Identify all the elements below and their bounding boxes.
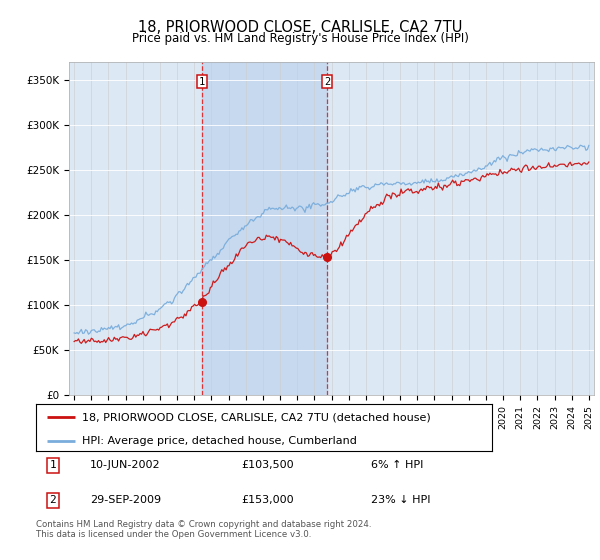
Text: 10-JUN-2002: 10-JUN-2002 bbox=[90, 460, 161, 470]
Text: HPI: Average price, detached house, Cumberland: HPI: Average price, detached house, Cumb… bbox=[82, 436, 356, 446]
Text: Price paid vs. HM Land Registry's House Price Index (HPI): Price paid vs. HM Land Registry's House … bbox=[131, 32, 469, 45]
Text: 1: 1 bbox=[199, 77, 205, 87]
Text: £153,000: £153,000 bbox=[241, 495, 294, 505]
Bar bbox=[202, 62, 327, 395]
Text: 29-SEP-2009: 29-SEP-2009 bbox=[90, 495, 161, 505]
Text: £103,500: £103,500 bbox=[241, 460, 294, 470]
Text: 18, PRIORWOOD CLOSE, CARLISLE, CA2 7TU: 18, PRIORWOOD CLOSE, CARLISLE, CA2 7TU bbox=[138, 20, 462, 35]
Text: 1: 1 bbox=[49, 460, 56, 470]
Text: 2: 2 bbox=[324, 77, 330, 87]
Text: 18, PRIORWOOD CLOSE, CARLISLE, CA2 7TU (detached house): 18, PRIORWOOD CLOSE, CARLISLE, CA2 7TU (… bbox=[82, 412, 430, 422]
Text: 23% ↓ HPI: 23% ↓ HPI bbox=[371, 495, 430, 505]
Text: 2: 2 bbox=[49, 495, 56, 505]
Text: 6% ↑ HPI: 6% ↑ HPI bbox=[371, 460, 423, 470]
Text: Contains HM Land Registry data © Crown copyright and database right 2024.
This d: Contains HM Land Registry data © Crown c… bbox=[36, 520, 371, 539]
